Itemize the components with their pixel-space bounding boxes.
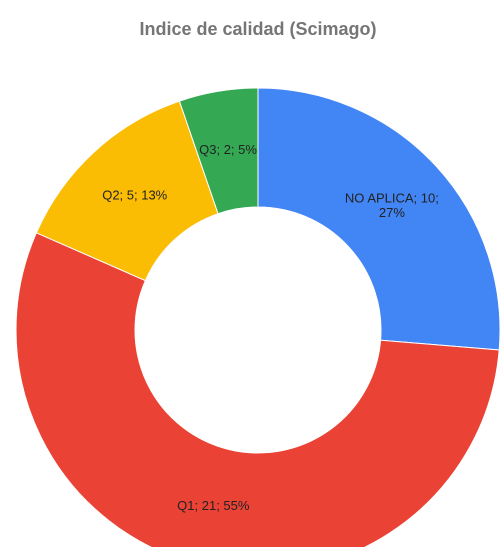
chart-title: Indice de calidad (Scimago) <box>139 19 376 39</box>
data-label: NO APLICA; 10; 27% <box>345 191 439 220</box>
data-label: Q1; 21; 55% <box>177 498 250 513</box>
donut-slice <box>178 87 259 215</box>
data-label: Q3; 2; 5% <box>199 142 257 157</box>
data-label: Q2; 5; 13% <box>102 188 167 203</box>
donut-slice <box>15 232 500 547</box>
